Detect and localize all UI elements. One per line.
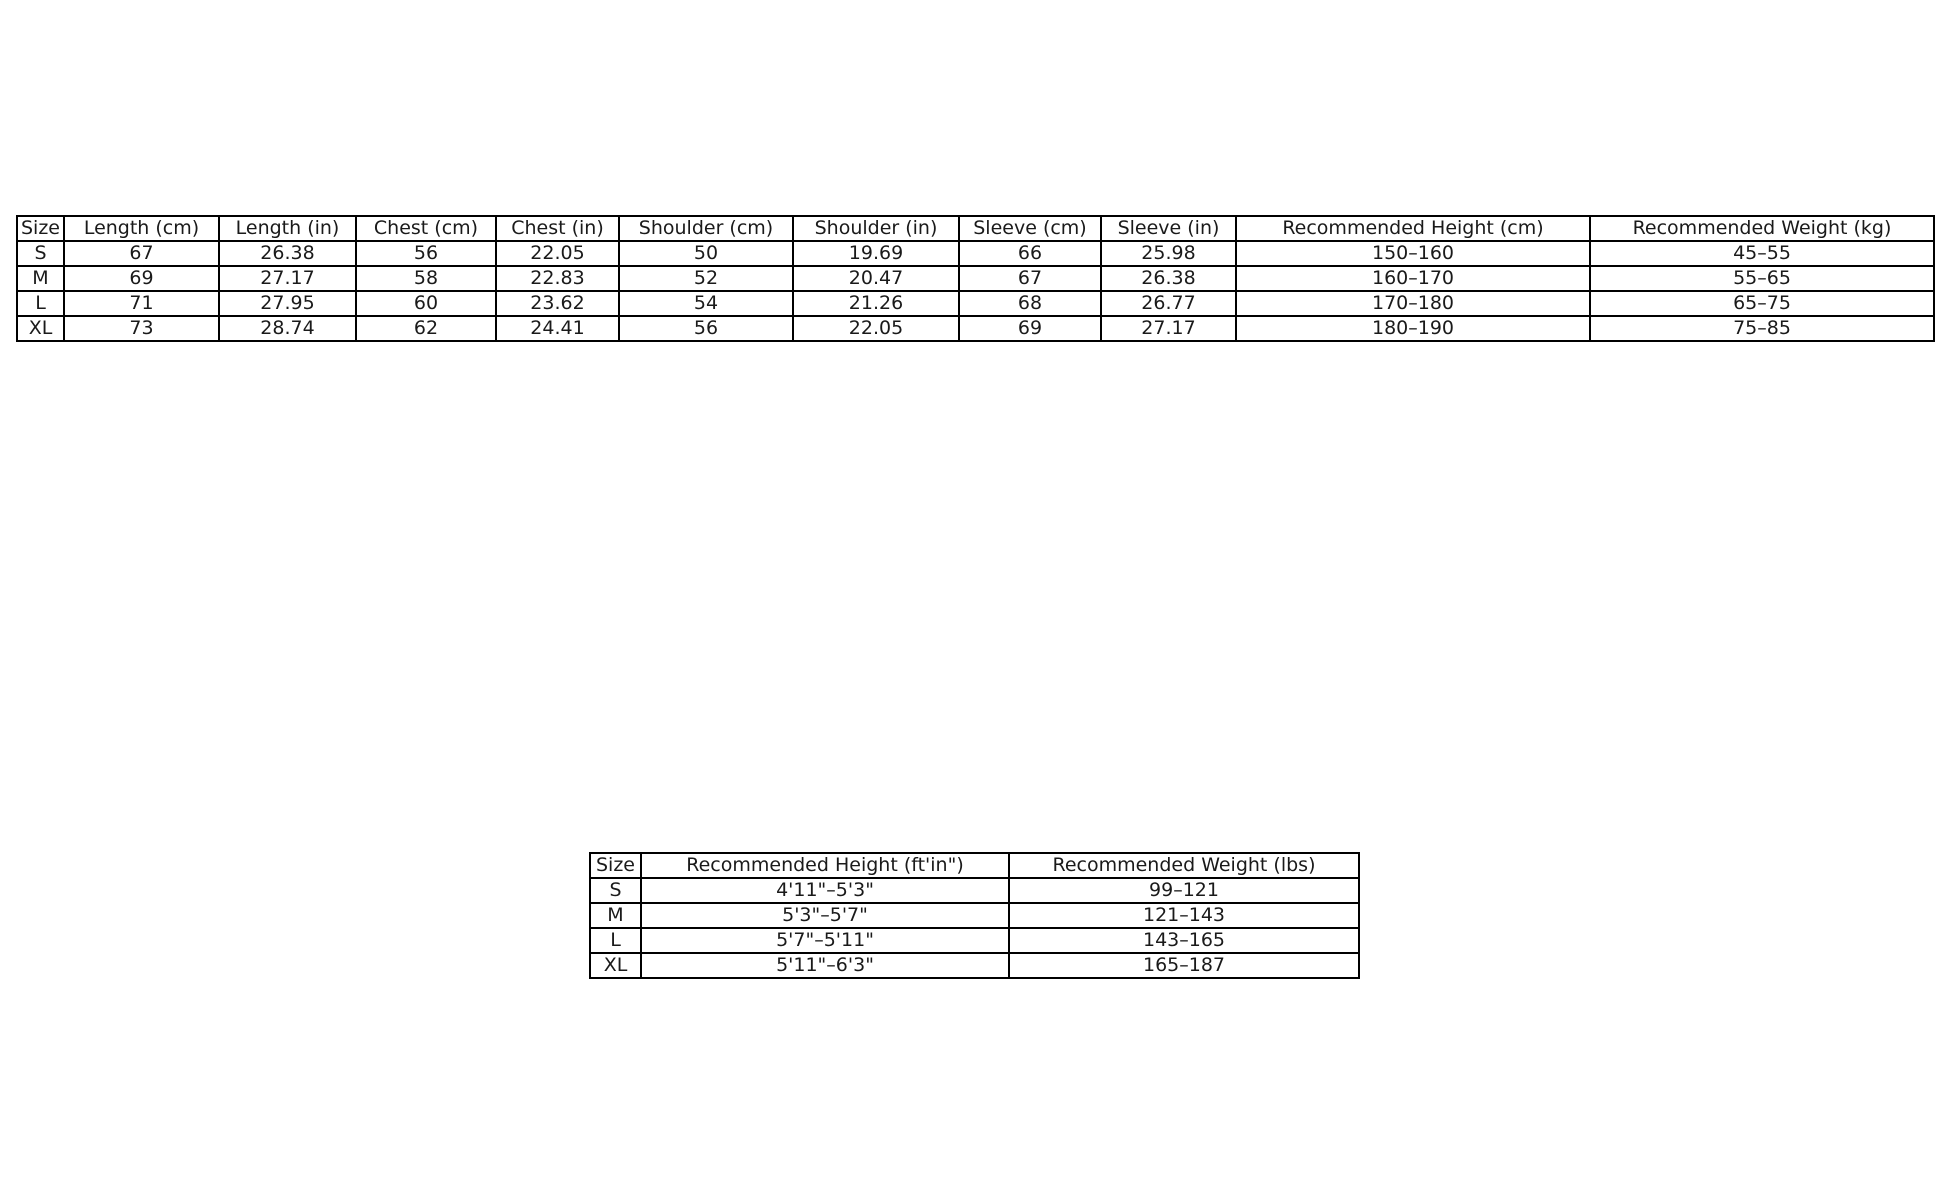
table-cell: 69 [958, 315, 1102, 342]
column-header: Chest (in) [495, 215, 620, 242]
table-cell: 160–170 [1235, 265, 1591, 292]
table-row: M 5'3"–5'7" 121–143 [589, 902, 1360, 929]
table-cell: 5'7"–5'11" [640, 927, 1010, 954]
table-cell: 56 [618, 315, 794, 342]
table-cell: 150–160 [1235, 240, 1591, 267]
header-row: Size Recommended Height (ft'in") Recommend… [589, 852, 1360, 879]
table-cell: 56 [355, 240, 497, 267]
table-row: XL 5'11"–6'3" 165–187 [589, 952, 1360, 979]
table-cell: 165–187 [1008, 952, 1360, 979]
table-cell: 26.38 [218, 240, 357, 267]
column-header: Length (cm) [63, 215, 220, 242]
table-cell: 68 [958, 290, 1102, 317]
column-header: Shoulder (in) [792, 215, 960, 242]
table-cell: M [589, 902, 642, 929]
size-chart-metric-table: Size Length (cm) Length (in) Chest (cm) Ches… [16, 215, 1935, 342]
table-cell: XL [16, 315, 65, 342]
column-header: Recommended Height (ft'in") [640, 852, 1010, 879]
table-cell: 26.77 [1100, 290, 1237, 317]
table-cell: 52 [618, 265, 794, 292]
table-cell: 5'11"–6'3" [640, 952, 1010, 979]
table-cell: 60 [355, 290, 497, 317]
column-header: Size [589, 852, 642, 879]
table-cell: 121–143 [1008, 902, 1360, 929]
table-cell: 143–165 [1008, 927, 1360, 954]
table-cell: 28.74 [218, 315, 357, 342]
table-cell: 45–55 [1589, 240, 1935, 267]
table-cell: 54 [618, 290, 794, 317]
table-cell: M [16, 265, 65, 292]
table-cell: 55–65 [1589, 265, 1935, 292]
table-cell: 24.41 [495, 315, 620, 342]
table-row: S 67 26.38 56 22.05 50 19.69 66 25.98 150–160 45–5… [16, 240, 1935, 267]
size-chart-imperial-table: Size Recommended Height (ft'in") Recommend… [589, 852, 1360, 979]
column-header: Shoulder (cm) [618, 215, 794, 242]
table-cell: 170–180 [1235, 290, 1591, 317]
table-cell: 67 [958, 265, 1102, 292]
table-cell: 22.05 [495, 240, 620, 267]
header-row: Size Length (cm) Length (in) Chest (cm) Ches… [16, 215, 1935, 242]
table-cell: 26.38 [1100, 265, 1237, 292]
column-header: Size [16, 215, 65, 242]
column-header: Recommended Weight (lbs) [1008, 852, 1360, 879]
table-cell: 71 [63, 290, 220, 317]
table-cell: 27.95 [218, 290, 357, 317]
table-cell: 19.69 [792, 240, 960, 267]
table-cell: 65–75 [1589, 290, 1935, 317]
table-cell: XL [589, 952, 642, 979]
table-cell: 4'11"–5'3" [640, 877, 1010, 904]
table-cell: 5'3"–5'7" [640, 902, 1010, 929]
table-cell: 25.98 [1100, 240, 1237, 267]
table-cell: S [16, 240, 65, 267]
table-cell: 67 [63, 240, 220, 267]
table-cell: 69 [63, 265, 220, 292]
table-cell: 73 [63, 315, 220, 342]
table-cell: 20.47 [792, 265, 960, 292]
table-cell: 62 [355, 315, 497, 342]
table-cell: 22.83 [495, 265, 620, 292]
table-row: S 4'11"–5'3" 99–121 [589, 877, 1360, 904]
table-cell: 21.26 [792, 290, 960, 317]
table-row: M 69 27.17 58 22.83 52 20.47 67 26.38 160–170 55–6… [16, 265, 1935, 292]
table-cell: L [16, 290, 65, 317]
table-row: L 5'7"–5'11" 143–165 [589, 927, 1360, 954]
table-cell: 27.17 [1100, 315, 1237, 342]
column-header: Recommended Weight (kg) [1589, 215, 1935, 242]
column-header: Sleeve (cm) [958, 215, 1102, 242]
table-cell: 66 [958, 240, 1102, 267]
table-cell: 27.17 [218, 265, 357, 292]
table-row: L 71 27.95 60 23.62 54 21.26 68 26.77 170–180 65–7… [16, 290, 1935, 317]
table-cell: 23.62 [495, 290, 620, 317]
column-header: Length (in) [218, 215, 357, 242]
table-cell: 180–190 [1235, 315, 1591, 342]
table-row: XL 73 28.74 62 24.41 56 22.05 69 27.17 180–190 75–… [16, 315, 1935, 342]
column-header: Sleeve (in) [1100, 215, 1237, 242]
column-header: Chest (cm) [355, 215, 497, 242]
column-header: Recommended Height (cm) [1235, 215, 1591, 242]
table-cell: 99–121 [1008, 877, 1360, 904]
table-cell: 58 [355, 265, 497, 292]
table-cell: 22.05 [792, 315, 960, 342]
table-cell: 50 [618, 240, 794, 267]
table-cell: L [589, 927, 642, 954]
table-cell: S [589, 877, 642, 904]
table-cell: 75–85 [1589, 315, 1935, 342]
